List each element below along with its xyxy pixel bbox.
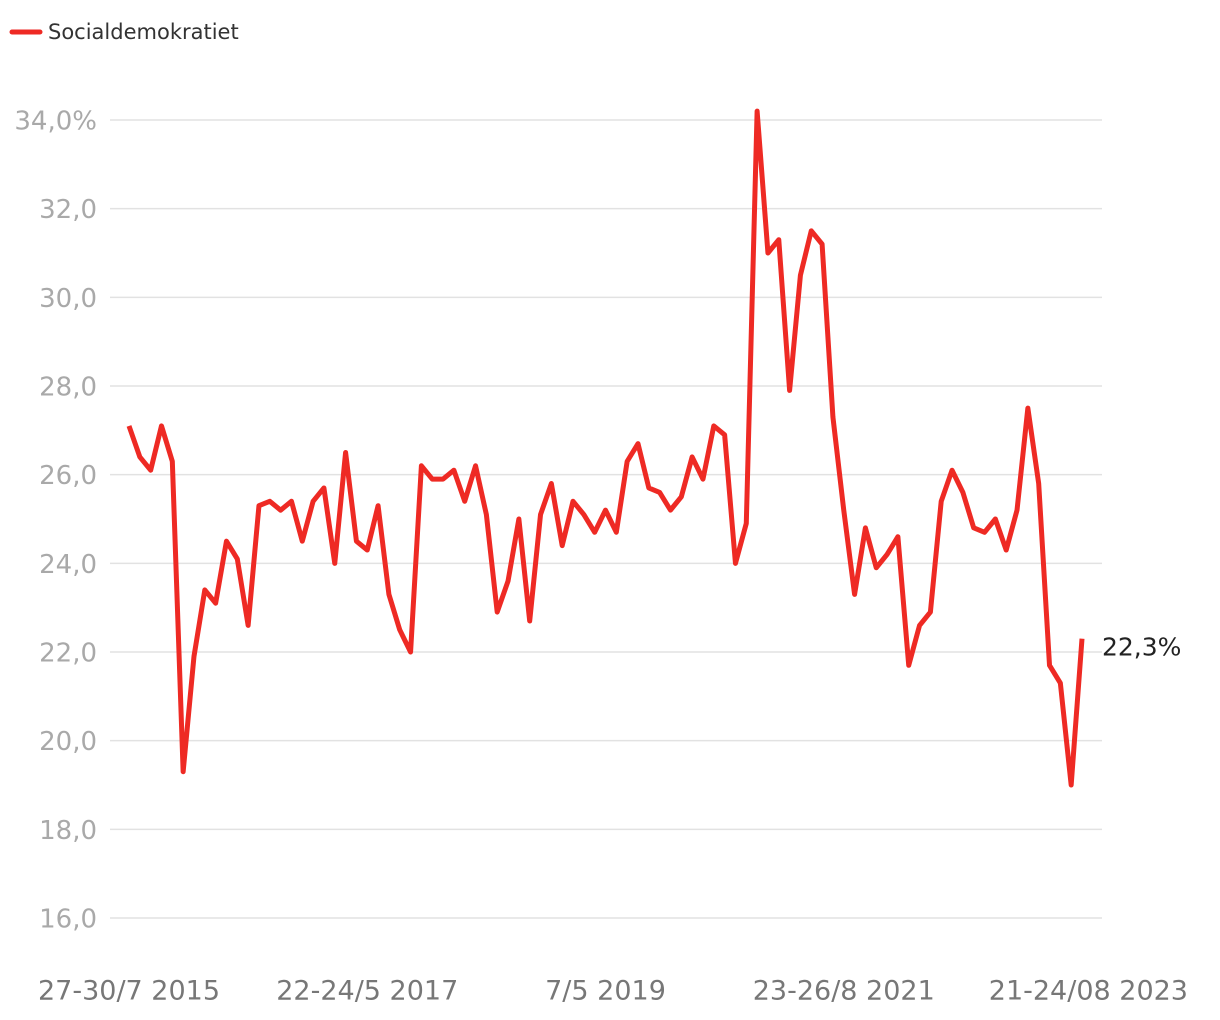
y-tick-label: 18,0 xyxy=(39,816,97,846)
data-label: 22,3% xyxy=(1102,633,1181,662)
y-tick-label: 34,0% xyxy=(14,107,97,137)
legend-label: Socialdemokratiet xyxy=(48,20,239,44)
y-tick-label: 32,0 xyxy=(39,195,97,225)
y-tick-label: 22,0 xyxy=(39,639,97,669)
line-series xyxy=(126,108,1085,788)
y-tick-label: 20,0 xyxy=(39,727,97,757)
x-tick-label: 7/5 2019 xyxy=(545,976,666,1007)
y-tick-label: 28,0 xyxy=(39,373,97,403)
x-tick-label: 21-24/08 2023 xyxy=(989,976,1188,1007)
y-tick-label: 24,0 xyxy=(39,550,97,580)
x-tick-label: 27-30/7 2015 xyxy=(38,976,220,1007)
x-tick-label: 23-26/8 2021 xyxy=(753,976,935,1007)
y-tick-label: 26,0 xyxy=(39,461,97,491)
y-tick-label: 16,0 xyxy=(39,905,97,935)
y-tick-label: 30,0 xyxy=(39,284,97,314)
x-tick-label: 22-24/5 2017 xyxy=(276,976,458,1007)
